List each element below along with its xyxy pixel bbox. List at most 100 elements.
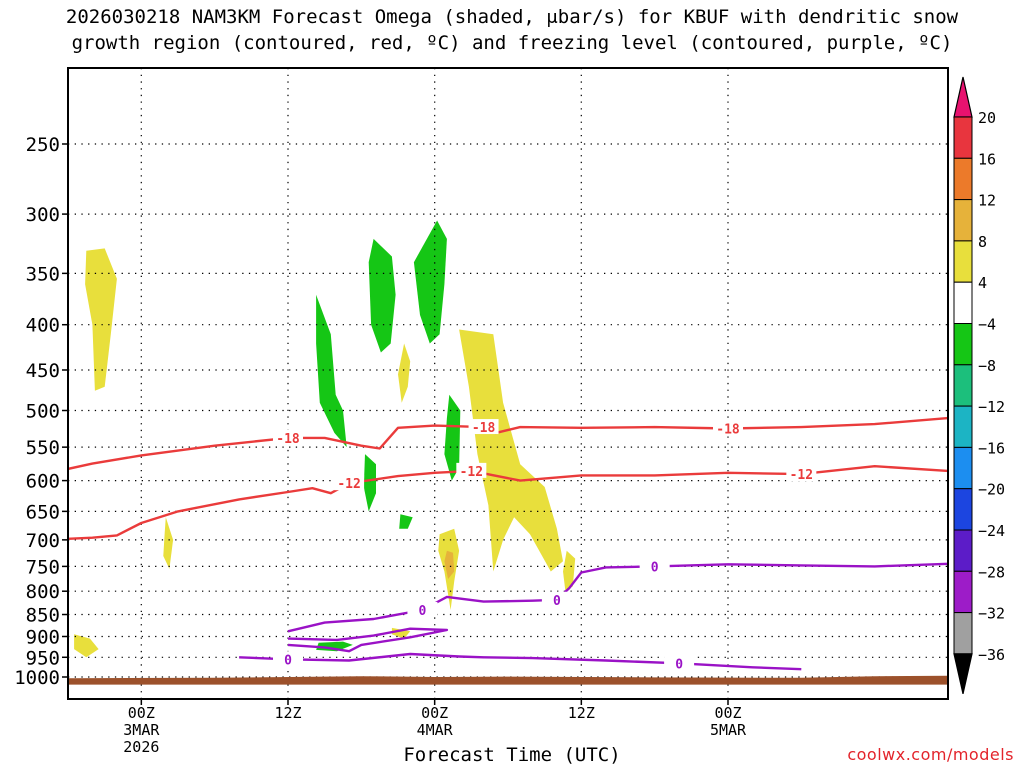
- dgz-label-bg-1-2: [713, 420, 743, 436]
- ytick-label-800: 800: [26, 581, 60, 603]
- ytick-label-600: 600: [26, 471, 60, 493]
- xtick-label-12: 12Z: [274, 704, 301, 722]
- omega-negative-region-16: [316, 641, 353, 652]
- xtick-label-36: 12Z: [568, 704, 595, 722]
- ytick-label-950: 950: [26, 647, 60, 669]
- omega-positive-region-4: [459, 329, 563, 572]
- chart-title-line-1: 2026030218 NAM3KM Forecast Omega (shaded…: [65, 6, 959, 28]
- ytick-label-850: 850: [26, 605, 60, 627]
- colorbar-swatch-4: [953, 240, 973, 283]
- freezing-label-1-2: 0: [651, 560, 659, 575]
- colorbar-swatch-10: [953, 488, 973, 531]
- dgz-contour-2: [68, 465, 948, 540]
- colorbar-swatch-6: [953, 323, 973, 366]
- dgz-label-bg-1-1: [468, 419, 499, 435]
- omega-negative-region-12: [316, 294, 347, 448]
- freezing-label-bg-2-1: [664, 655, 695, 671]
- colorbar-label-7: −12: [978, 398, 1005, 416]
- colorbar-swatch-7: [953, 364, 973, 407]
- omega-colorbar: 20 16 12 8 4 −4 −8 −12 −16 −20 −24 −28 −32 −36: [953, 76, 1005, 695]
- colorbar-swatch-8: [953, 405, 973, 448]
- plot-frame: [67, 67, 949, 700]
- omega-negative-region-15: [399, 514, 413, 529]
- colorbar-swatch-9: [953, 446, 973, 490]
- xtick-label-48: 00Z: [714, 704, 741, 722]
- colorbar-label-1: 16: [978, 150, 996, 168]
- colorbar-top-arrow: [953, 76, 973, 118]
- dgz-label-2-1: -12: [460, 465, 483, 480]
- freezing-label-bg-1-1: [541, 591, 572, 607]
- colorbar-label-6: −8: [978, 357, 996, 375]
- ytick-label-550: 550: [26, 437, 60, 459]
- dgz-label-bg-2-2: [786, 466, 817, 482]
- dgz-label-2-0: -12: [337, 477, 360, 492]
- freezing-contour-3: [287, 627, 449, 653]
- freezing-label-2-1: 0: [675, 657, 683, 672]
- xtick-year-0: 2026: [123, 738, 159, 756]
- dgz-label-bg-2-1: [456, 462, 487, 478]
- colorbar-swatch-13: [953, 612, 973, 655]
- colorbar-label-5: −4: [978, 316, 996, 334]
- ytick-label-350: 350: [26, 263, 60, 285]
- ytick-label-250: 250: [26, 134, 60, 156]
- temperature-contours: -18 -18 -18 -12 -12 -12 0 0 0 0 0: [68, 416, 948, 672]
- freezing-label-bg-1-0: [407, 601, 438, 617]
- dgz-label-bg-2-0: [334, 475, 365, 491]
- colorbar-swatch-1: [953, 116, 973, 159]
- colorbar-label-10: −24: [978, 522, 1005, 540]
- terrain-below-ground: [68, 675, 948, 685]
- xtick-date-24: 4MAR: [417, 721, 454, 739]
- ytick-label-450: 450: [26, 360, 60, 382]
- ytick-label-750: 750: [26, 556, 60, 578]
- omega-negative-region-14: [444, 394, 461, 481]
- freezing-contour-1: [287, 562, 948, 633]
- colorbar-label-4: 4: [978, 274, 987, 292]
- dgz-label-1-1: -18: [472, 421, 496, 436]
- freezing-label-bg-2-0: [273, 651, 303, 667]
- freezing-label-bg-1-2: [639, 558, 670, 574]
- omega-positive-region-2: [163, 517, 174, 569]
- freezing-label-2-0: 0: [284, 653, 292, 668]
- colorbar-bottom-arrow: [953, 653, 973, 695]
- omega-positive-region-7: [563, 550, 576, 592]
- ytick-label-500: 500: [26, 401, 60, 423]
- dgz-label-1-2: -18: [716, 423, 740, 438]
- dgz-label-1-0: -18: [276, 432, 300, 447]
- freezing-label-1-1: 0: [553, 594, 561, 609]
- colorbar-label-3: 8: [978, 233, 987, 251]
- x-axis-title: Forecast Time (UTC): [403, 744, 621, 766]
- ytick-label-1000: 1000: [14, 667, 60, 689]
- omega-positive-region-1: [85, 248, 117, 391]
- chart-title-line-2: growth region (contoured, red, ºC) and f…: [71, 32, 953, 54]
- ytick-label-650: 650: [26, 501, 60, 523]
- ytick-label-900: 900: [26, 626, 60, 648]
- colorbar-label-2: 12: [978, 192, 996, 210]
- xtick-label-24: 00Z: [421, 704, 448, 722]
- colorbar-label-8: −16: [978, 439, 1005, 457]
- colorbar-label-13: −36: [978, 646, 1005, 664]
- ytick-label-400: 400: [26, 315, 60, 337]
- colorbar-swatch-12: [953, 570, 973, 614]
- pressure-gridlines: [68, 68, 948, 699]
- xtick-label-0: 00Z: [128, 704, 155, 722]
- dgz-label-bg-1-0: [273, 429, 303, 445]
- xtick-date-0: 3MAR: [123, 721, 160, 739]
- dgz-label-2-2: -12: [790, 468, 813, 483]
- freezing-label-1-0: 0: [419, 604, 427, 619]
- colorbar-swatch-11: [953, 529, 973, 572]
- colorbar-label-0: 20: [978, 109, 996, 127]
- omega-positive-region-3: [74, 634, 99, 658]
- colorbar-swatch-2: [953, 157, 973, 201]
- colorbar-label-11: −28: [978, 563, 1005, 581]
- pressure-axis: 2503003504004505005506006507007508008509…: [14, 134, 68, 689]
- freezing-contour-2: [239, 652, 802, 671]
- omega-negative-region-10: [368, 238, 396, 353]
- colorbar-swatch-3: [953, 199, 973, 242]
- colorbar-label-9: −20: [978, 481, 1005, 499]
- terrain-fill: [68, 675, 948, 685]
- site-credit: coolwx.com/models: [847, 745, 1014, 764]
- colorbar-swatch-5: [953, 281, 973, 325]
- ytick-label-300: 300: [26, 204, 60, 226]
